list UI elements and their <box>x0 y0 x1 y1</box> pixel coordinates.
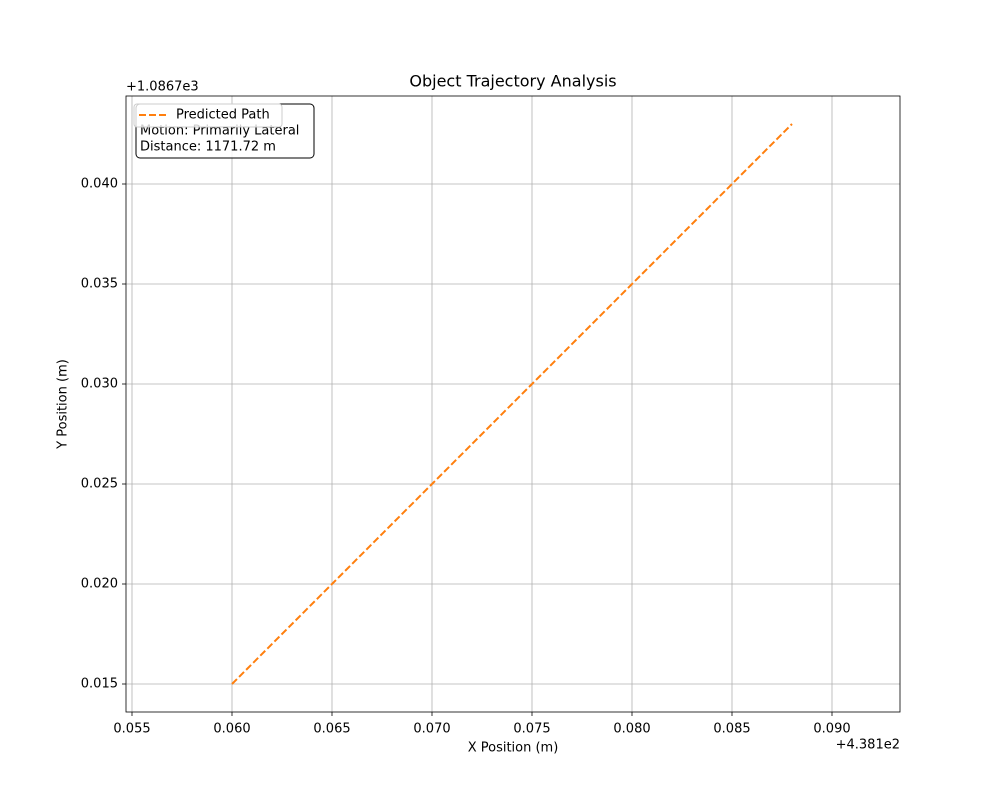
axes-frame <box>125 95 901 713</box>
data-line <box>231 123 793 685</box>
y-tick-label: 0.025 <box>81 477 118 492</box>
y-offset: +1.0867e3 <box>126 80 199 95</box>
legend-label: Predicted Path <box>176 108 270 123</box>
x-tick-label: 0.075 <box>513 722 550 737</box>
legend-box <box>133 103 283 128</box>
x-tick-label: 0.090 <box>813 722 850 737</box>
y-tick-label: 0.035 <box>81 277 118 292</box>
x-tick-label: 0.055 <box>113 722 150 737</box>
x-tick-label: 0.060 <box>213 722 250 737</box>
y-tick-label: 0.040 <box>81 177 118 192</box>
x-tick-label: 0.085 <box>713 722 750 737</box>
y-tick-label: 0.015 <box>81 677 118 692</box>
y-axis-label: Y Position (m) <box>56 359 71 450</box>
x-tick-label: 0.080 <box>613 722 650 737</box>
y-tick-label: 0.020 <box>81 577 118 592</box>
x-tick-label: 0.065 <box>313 722 350 737</box>
y-tick-label: 0.030 <box>81 377 118 392</box>
x-offset: +4.381e2 <box>836 738 900 753</box>
annotation-text: Distance: 1171.72 m <box>140 140 276 155</box>
x-tick-label: 0.070 <box>413 722 450 737</box>
chart-title: Object Trajectory Analysis <box>409 72 616 91</box>
x-axis-label: X Position (m) <box>468 741 559 756</box>
